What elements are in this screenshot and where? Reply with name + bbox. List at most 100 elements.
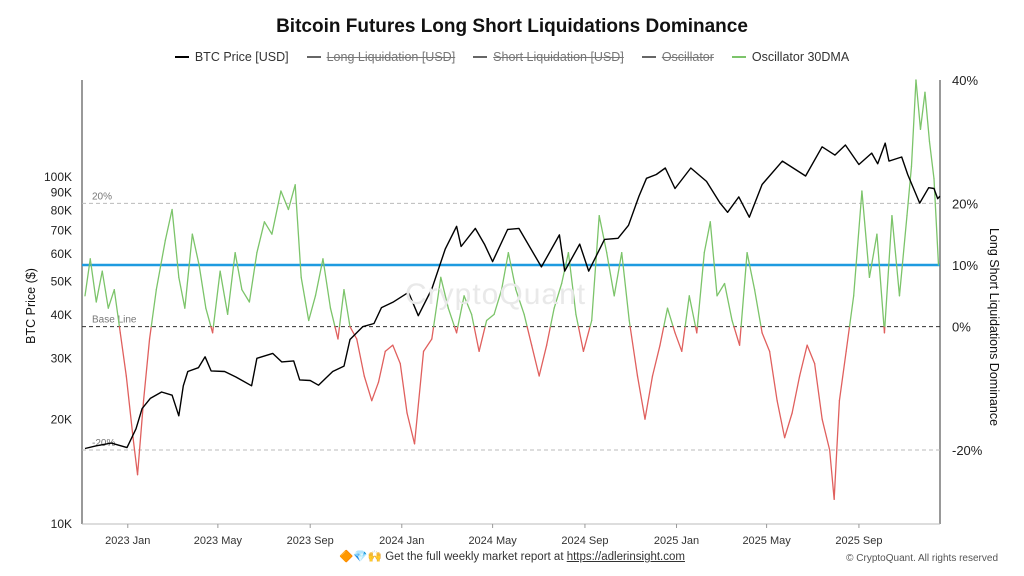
reference-line-label: 20% [92, 191, 112, 202]
footer: 🔶💎🙌 Get the full weekly market report at… [0, 549, 1024, 563]
x-tick-label: 2025 May [742, 535, 791, 547]
oscillator-30dma-segment [322, 258, 332, 309]
oscillator-30dma-segment [659, 326, 665, 346]
oscillator-30dma-segment [861, 190, 871, 278]
oscillator-30dma-segment [118, 326, 121, 334]
oscillator-30dma-segment [184, 233, 193, 309]
oscillator-30dma-segment [606, 252, 615, 297]
oscillator-30dma-segment [663, 307, 669, 328]
oscillator-30dma-segment [876, 233, 885, 328]
y-left-tick-label: 50K [51, 274, 72, 288]
legend-label: Oscillator [661, 50, 714, 64]
oscillator-30dma-segment [523, 313, 528, 328]
oscillator-30dma-segment [95, 270, 103, 303]
y-left-tick-label: 80K [51, 203, 72, 217]
btc-price-line [84, 142, 941, 450]
oscillator-30dma-segment [314, 258, 324, 297]
oscillator-30dma-segment [672, 326, 676, 334]
legend-item-btc-price[interactable]: BTC Price [USD] [174, 50, 289, 64]
y-left-tick-label: 100K [44, 170, 72, 184]
oscillator-30dma-segment [821, 418, 831, 451]
legend-item-oscillator-30dma[interactable]: Oscillator 30DMA [731, 50, 849, 64]
oscillator-30dma-segment [300, 276, 310, 322]
oscillator-30dma-segment [136, 400, 145, 476]
oscillator-30dma-segment [636, 375, 646, 420]
x-tick-label: 2024 Jan [379, 535, 424, 547]
oscillator-30dma-segment [833, 400, 841, 500]
oscillator-30dma-segment [928, 141, 935, 180]
y-left-axis-title: BTC Price ($) [24, 268, 38, 344]
oscillator-30dma-segment [891, 215, 901, 297]
y-left-tick-label: 20K [51, 412, 72, 426]
oscillator-30dma-segment [598, 215, 608, 254]
oscillator-30dma-segment [628, 319, 631, 328]
y-left-tick-label: 40K [51, 308, 72, 322]
oscillator-30dma-segment [473, 326, 480, 352]
oscillator-30dma-segment [107, 289, 115, 309]
oscillator-30dma-segment [485, 313, 495, 322]
oscillator-30dma-segment [211, 326, 215, 334]
oscillator-30dma-segment [338, 289, 345, 328]
oscillator-30dma-segment [688, 295, 697, 328]
legend-swatch [174, 56, 189, 58]
y-right-tick-label: 10% [952, 258, 978, 273]
oscillator-30dma-segment [422, 338, 433, 352]
oscillator-30dma-segment [101, 270, 109, 309]
oscillator-30dma-segment [363, 375, 373, 402]
legend-item-oscillator[interactable]: Oscillator [641, 50, 714, 64]
oscillator-30dma-segment [629, 326, 639, 377]
watermark-text: CryptoQuant [405, 278, 587, 311]
oscillator-30dma-segment [164, 208, 173, 241]
oscillator-30dma-segment [798, 344, 808, 377]
oscillator-30dma-segment [933, 178, 940, 266]
legend-swatch [641, 56, 656, 58]
legend-item-long-liquidation[interactable]: Long Liquidation [USD] [306, 50, 455, 64]
oscillator-30dma-segment [150, 289, 157, 328]
oscillator-30dma-segment [198, 264, 207, 309]
oscillator-30dma-segment [791, 375, 801, 414]
oscillator-30dma-segment [696, 326, 699, 334]
oscillator-30dma-segment [205, 307, 212, 328]
footer-text: Get the full weekly market report at [385, 551, 564, 563]
oscillator-30dma-segment [280, 190, 290, 211]
legend-swatch [473, 56, 488, 58]
oscillator-30dma-segment [760, 326, 763, 334]
oscillator-30dma-segment [740, 252, 748, 328]
chart-legend: BTC Price [USD] Long Liquidation [USD] S… [0, 50, 1024, 64]
oscillator-30dma-segment [621, 252, 630, 322]
oscillator-30dma-segment [561, 252, 570, 285]
oscillator-30dma-segment [447, 307, 456, 328]
oscillator-30dma-segment [530, 344, 540, 377]
oscillator-30dma-segment [356, 338, 365, 377]
oscillator-30dma-segment [142, 338, 151, 402]
oscillator-30dma-segment [591, 215, 600, 322]
oscillator-30dma-segment [392, 344, 401, 365]
oscillator-30dma-segment [226, 252, 236, 315]
legend-item-short-liquidation[interactable]: Short Liquidation [USD] [473, 50, 624, 64]
oscillator-30dma-segment [915, 79, 922, 130]
y-left-tick-label: 10K [51, 517, 72, 531]
oscillator-30dma-segment [674, 332, 683, 352]
y-left-tick-label: 90K [51, 186, 72, 200]
oscillator-30dma-segment [723, 282, 733, 322]
oscillator-30dma-segment [125, 375, 134, 439]
oscillator-30dma-segment [684, 295, 690, 328]
oscillator-30dma-segment [651, 344, 661, 377]
oscillator-30dma-segment [263, 221, 273, 235]
oscillator-30dma-segment [924, 91, 931, 143]
oscillator-30dma-segment [681, 326, 686, 352]
oscillator-30dma-segment [761, 332, 771, 352]
y-right-tick-label: -20% [952, 443, 983, 458]
oscillator-30dma-segment [493, 289, 503, 315]
footer-link[interactable]: https://adlerinsight.com [566, 551, 685, 563]
oscillator-30dma-segment [371, 381, 380, 402]
oscillator-30dma-segment [696, 252, 705, 328]
oscillator-30dma-segment [89, 258, 97, 303]
oscillator-30dma-segment [191, 233, 200, 266]
x-tick-label: 2025 Sep [835, 535, 882, 547]
oscillator-30dma-segment [377, 350, 386, 383]
oscillator-30dma-segment [526, 326, 533, 346]
y-left-tick-label: 60K [51, 247, 72, 261]
oscillator-30dma-segment [553, 282, 563, 309]
copyright-text: © CryptoQuant. All rights reserved [846, 553, 998, 564]
